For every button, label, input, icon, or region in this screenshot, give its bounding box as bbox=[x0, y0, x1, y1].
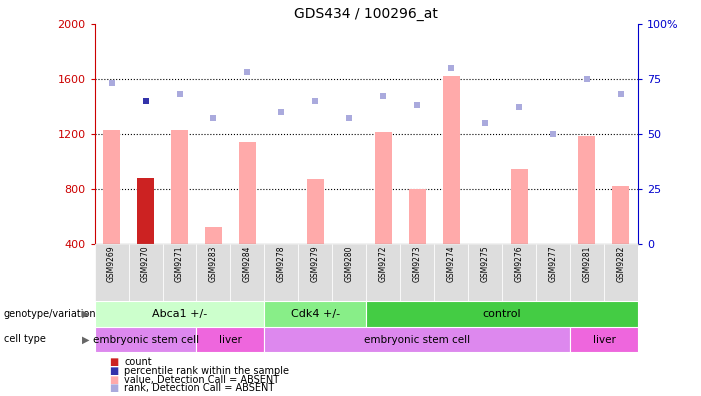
Bar bbox=[264, 301, 366, 327]
Text: liver: liver bbox=[592, 335, 615, 345]
Bar bbox=[299, 244, 332, 301]
Bar bbox=[570, 327, 638, 352]
Bar bbox=[604, 244, 638, 301]
Bar bbox=[367, 244, 400, 301]
Text: Abca1 +/-: Abca1 +/- bbox=[152, 309, 207, 319]
Text: ■: ■ bbox=[109, 357, 118, 367]
Bar bbox=[341, 244, 358, 271]
Bar bbox=[196, 244, 231, 301]
Bar bbox=[205, 227, 222, 244]
Bar bbox=[578, 136, 595, 244]
Bar bbox=[163, 244, 196, 301]
Text: rank, Detection Call = ABSENT: rank, Detection Call = ABSENT bbox=[124, 383, 274, 394]
Text: ▶: ▶ bbox=[82, 308, 90, 319]
Text: ▶: ▶ bbox=[82, 334, 90, 345]
Text: genotype/variation: genotype/variation bbox=[4, 308, 96, 319]
Text: ■: ■ bbox=[109, 383, 118, 394]
Bar bbox=[536, 244, 570, 301]
Bar bbox=[239, 142, 256, 244]
Bar bbox=[332, 244, 366, 301]
Text: GSM9277: GSM9277 bbox=[548, 245, 557, 282]
Text: GSM9272: GSM9272 bbox=[379, 245, 388, 282]
Text: embryonic stem cell: embryonic stem cell bbox=[364, 335, 470, 345]
Bar bbox=[95, 327, 196, 352]
Bar bbox=[264, 327, 570, 352]
Bar bbox=[103, 129, 120, 244]
Text: GSM9276: GSM9276 bbox=[515, 245, 524, 282]
Text: value, Detection Call = ABSENT: value, Detection Call = ABSENT bbox=[124, 375, 279, 385]
Bar bbox=[137, 177, 154, 244]
Bar bbox=[409, 188, 426, 244]
Text: cell type: cell type bbox=[4, 334, 46, 345]
Bar bbox=[307, 179, 324, 244]
Text: ■: ■ bbox=[109, 366, 118, 376]
Text: embryonic stem cell: embryonic stem cell bbox=[93, 335, 198, 345]
Bar bbox=[375, 132, 392, 244]
Bar bbox=[196, 327, 264, 352]
Bar bbox=[545, 244, 562, 285]
Text: GSM9274: GSM9274 bbox=[447, 245, 456, 282]
Bar bbox=[502, 244, 536, 301]
Bar bbox=[570, 244, 604, 301]
Bar bbox=[468, 244, 502, 301]
Bar bbox=[95, 301, 264, 327]
Text: percentile rank within the sample: percentile rank within the sample bbox=[124, 366, 289, 376]
Text: GSM9278: GSM9278 bbox=[277, 245, 286, 282]
Bar bbox=[171, 129, 188, 244]
Text: liver: liver bbox=[219, 335, 242, 345]
Bar bbox=[264, 244, 299, 301]
Text: GSM9269: GSM9269 bbox=[107, 245, 116, 282]
Text: GSM9284: GSM9284 bbox=[243, 245, 252, 282]
Bar bbox=[128, 244, 163, 301]
Bar bbox=[400, 244, 434, 301]
Bar bbox=[477, 244, 494, 276]
Text: GSM9281: GSM9281 bbox=[583, 245, 592, 282]
Text: GSM9282: GSM9282 bbox=[616, 245, 625, 282]
Text: control: control bbox=[483, 309, 522, 319]
Text: GSM9279: GSM9279 bbox=[311, 245, 320, 282]
Text: count: count bbox=[124, 357, 151, 367]
Title: GDS434 / 100296_at: GDS434 / 100296_at bbox=[294, 8, 438, 21]
Bar bbox=[95, 244, 128, 301]
Text: GSM9273: GSM9273 bbox=[413, 245, 422, 282]
Bar bbox=[510, 169, 528, 244]
Text: GSM9283: GSM9283 bbox=[209, 245, 218, 282]
Bar bbox=[613, 186, 629, 244]
Bar bbox=[442, 76, 460, 244]
Text: Cdk4 +/-: Cdk4 +/- bbox=[291, 309, 340, 319]
Bar bbox=[434, 244, 468, 301]
Text: GSM9280: GSM9280 bbox=[345, 245, 354, 282]
Text: ■: ■ bbox=[109, 375, 118, 385]
Bar bbox=[366, 301, 638, 327]
Bar bbox=[273, 244, 290, 271]
Text: GSM9275: GSM9275 bbox=[481, 245, 489, 282]
Bar bbox=[231, 244, 264, 301]
Text: GSM9271: GSM9271 bbox=[175, 245, 184, 282]
Text: GSM9270: GSM9270 bbox=[141, 245, 150, 282]
